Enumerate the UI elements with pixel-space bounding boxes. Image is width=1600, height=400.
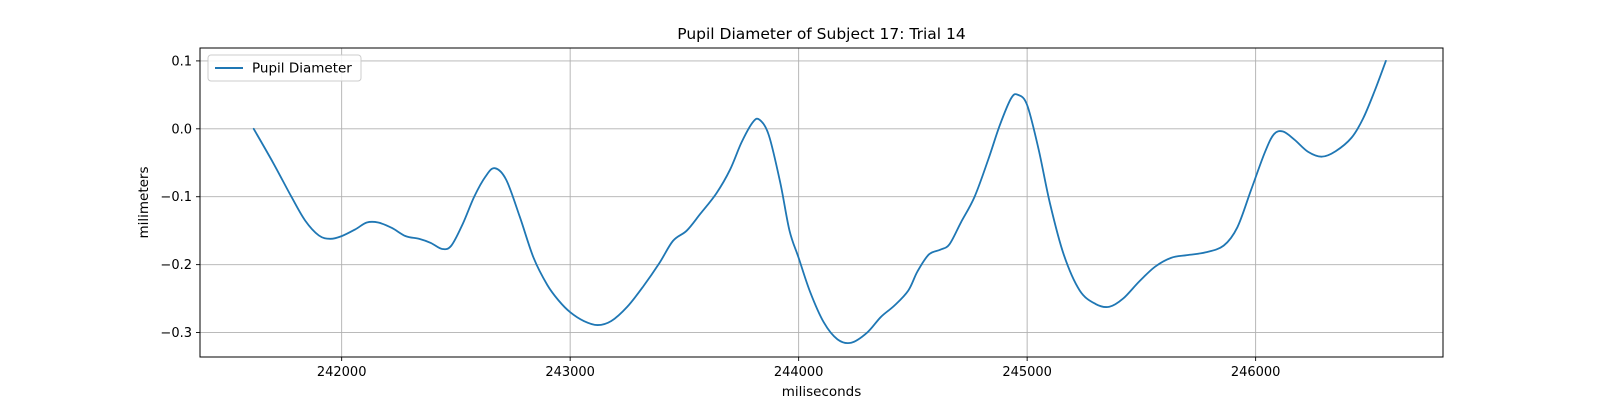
y-tick-label: −0.2	[160, 258, 192, 273]
plot-area-frame	[199, 47, 1444, 358]
chart-title: Pupil Diameter of Subject 17: Trial 14	[677, 25, 966, 43]
x-tick-label: 242000	[317, 365, 367, 380]
x-tick-label: 244000	[774, 365, 824, 380]
y-tick-label: 0.0	[171, 122, 192, 137]
series-layer	[252, 60, 1387, 345]
grid-lines	[200, 48, 1443, 357]
x-axis-label: miliseconds	[782, 384, 862, 400]
legend: Pupil Diameter	[207, 54, 362, 82]
x-tick-label: 245000	[1002, 365, 1052, 380]
y-axis-label: milimeters	[136, 166, 152, 238]
y-tick-label: −0.3	[160, 326, 192, 341]
series-line-pupil-diameter	[252, 60, 1387, 345]
legend-box	[207, 54, 362, 82]
x-tick-label: 246000	[1231, 365, 1281, 380]
legend-label-pupil-diameter: Pupil Diameter	[252, 61, 352, 77]
x-tick-label: 243000	[545, 365, 595, 380]
y-tick-label: 0.1	[171, 54, 192, 69]
y-tick-label: −0.1	[160, 190, 192, 205]
axis-ticks: 242000 243000 244000 245000 246000 0.1 0.0 −0.1…	[160, 54, 1280, 380]
